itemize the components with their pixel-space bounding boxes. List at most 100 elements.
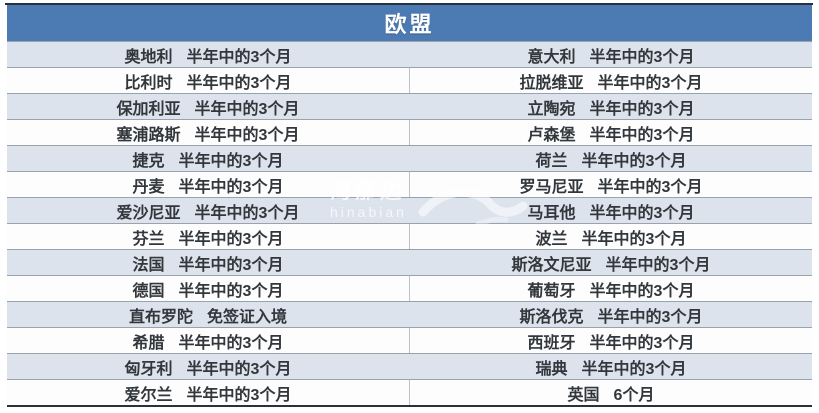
country-name: 卢森堡 xyxy=(527,126,576,144)
stay-duration: 半年中的3个月 xyxy=(186,48,292,66)
stay-duration: 免签证入境 xyxy=(207,308,288,326)
country-name: 荷兰 xyxy=(535,152,568,170)
cell-left: 法国 半年中的3个月 xyxy=(7,250,410,275)
stay-duration: 半年中的3个月 xyxy=(186,74,292,92)
table-row: 爱尔兰 半年中的3个月 英国 6个月 xyxy=(7,379,812,405)
country-name: 意大利 xyxy=(527,48,576,66)
country-name: 比利时 xyxy=(124,74,173,92)
country-name: 斯洛伐克 xyxy=(519,308,584,326)
cell-right: 罗马尼亚 半年中的3个月 xyxy=(410,172,812,197)
country-name: 爱尔兰 xyxy=(124,386,173,404)
table-row: 直布罗陀 免签证入境 斯洛伐克 半年中的3个月 xyxy=(7,301,812,327)
cell-right: 斯洛伐克 半年中的3个月 xyxy=(410,302,812,327)
stay-duration: 半年中的3个月 xyxy=(194,100,300,118)
cell-right: 波兰 半年中的3个月 xyxy=(410,224,812,249)
country-name: 德国 xyxy=(132,282,165,300)
stay-duration: 半年中的3个月 xyxy=(597,178,703,196)
stay-duration: 半年中的3个月 xyxy=(605,256,711,274)
eu-visa-table: 欧盟 奥地利 半年中的3个月 意大利 半年中的3个月 比利时 半年中的3个月 拉脱维亚 半年中… xyxy=(7,5,812,407)
table-row: 保加利亚 半年中的3个月 立陶宛 半年中的3个月 xyxy=(7,93,812,119)
cell-left: 丹麦 半年中的3个月 xyxy=(7,172,410,197)
stay-duration: 半年中的3个月 xyxy=(589,282,695,300)
country-name: 芬兰 xyxy=(132,230,165,248)
country-name: 西班牙 xyxy=(527,334,576,352)
cell-left: 捷克 半年中的3个月 xyxy=(7,146,410,171)
country-name: 英国 xyxy=(567,386,600,404)
country-name: 匈牙利 xyxy=(124,360,173,378)
cell-left: 芬兰 半年中的3个月 xyxy=(7,224,410,249)
cell-left: 奥地利 半年中的3个月 xyxy=(7,42,410,67)
stay-duration: 半年中的3个月 xyxy=(178,230,284,248)
country-name: 立陶宛 xyxy=(527,100,576,118)
cell-left: 爱沙尼亚 半年中的3个月 xyxy=(7,198,410,223)
stay-duration: 6个月 xyxy=(613,386,655,404)
cell-right: 卢森堡 半年中的3个月 xyxy=(410,120,812,145)
stay-duration: 半年中的3个月 xyxy=(186,360,292,378)
cell-left: 匈牙利 半年中的3个月 xyxy=(7,354,410,379)
stay-duration: 半年中的3个月 xyxy=(597,308,703,326)
table-row: 法国 半年中的3个月 斯洛文尼亚 半年中的3个月 xyxy=(7,249,812,275)
stay-duration: 半年中的3个月 xyxy=(194,204,300,222)
country-name: 斯洛文尼亚 xyxy=(511,256,592,274)
table-row: 希腊 半年中的3个月 西班牙 半年中的3个月 xyxy=(7,327,812,353)
table-row: 比利时 半年中的3个月 拉脱维亚 半年中的3个月 xyxy=(7,67,812,93)
stay-duration: 半年中的3个月 xyxy=(178,178,284,196)
cell-right: 斯洛文尼亚 半年中的3个月 xyxy=(410,250,812,275)
table-row: 丹麦 半年中的3个月 罗马尼亚 半年中的3个月 xyxy=(7,171,812,197)
cell-right: 荷兰 半年中的3个月 xyxy=(410,146,812,171)
table-body: 奥地利 半年中的3个月 意大利 半年中的3个月 比利时 半年中的3个月 拉脱维亚 半年中的3个… xyxy=(7,41,812,405)
cell-left: 希腊 半年中的3个月 xyxy=(7,328,410,353)
cell-left: 直布罗陀 免签证入境 xyxy=(7,302,410,327)
cell-left: 保加利亚 半年中的3个月 xyxy=(7,94,410,119)
table-row: 芬兰 半年中的3个月 波兰 半年中的3个月 xyxy=(7,223,812,249)
country-name: 马耳他 xyxy=(527,204,576,222)
country-name: 法国 xyxy=(132,256,165,274)
cell-left: 爱尔兰 半年中的3个月 xyxy=(7,380,410,405)
stay-duration: 半年中的3个月 xyxy=(597,74,703,92)
country-name: 瑞典 xyxy=(535,360,568,378)
stay-duration: 半年中的3个月 xyxy=(581,230,687,248)
stay-duration: 半年中的3个月 xyxy=(581,360,687,378)
cell-right: 拉脱维亚 半年中的3个月 xyxy=(410,68,812,93)
stay-duration: 半年中的3个月 xyxy=(589,334,695,352)
country-name: 爱沙尼亚 xyxy=(116,204,181,222)
table-title: 欧盟 xyxy=(7,5,812,41)
table-row: 捷克 半年中的3个月 荷兰 半年中的3个月 xyxy=(7,145,812,171)
stay-duration: 半年中的3个月 xyxy=(194,126,300,144)
stay-duration: 半年中的3个月 xyxy=(178,334,284,352)
country-name: 奥地利 xyxy=(124,48,173,66)
table-row: 匈牙利 半年中的3个月 瑞典 半年中的3个月 xyxy=(7,353,812,379)
cell-right: 立陶宛 半年中的3个月 xyxy=(410,94,812,119)
country-name: 塞浦路斯 xyxy=(116,126,181,144)
country-name: 希腊 xyxy=(132,334,165,352)
cell-right: 英国 6个月 xyxy=(410,380,812,405)
country-name: 拉脱维亚 xyxy=(519,74,584,92)
country-name: 波兰 xyxy=(535,230,568,248)
stay-duration: 半年中的3个月 xyxy=(178,256,284,274)
table-top-border xyxy=(5,3,813,5)
stay-duration: 半年中的3个月 xyxy=(589,126,695,144)
stay-duration: 半年中的3个月 xyxy=(589,100,695,118)
stay-duration: 半年中的3个月 xyxy=(178,152,284,170)
stay-duration: 半年中的3个月 xyxy=(589,48,695,66)
stay-duration: 半年中的3个月 xyxy=(589,204,695,222)
cell-left: 塞浦路斯 半年中的3个月 xyxy=(7,120,410,145)
cell-right: 马耳他 半年中的3个月 xyxy=(410,198,812,223)
country-name: 丹麦 xyxy=(132,178,165,196)
country-name: 罗马尼亚 xyxy=(519,178,584,196)
country-name: 保加利亚 xyxy=(116,100,181,118)
stay-duration: 半年中的3个月 xyxy=(186,386,292,404)
cell-left: 德国 半年中的3个月 xyxy=(7,276,410,301)
stay-duration: 半年中的3个月 xyxy=(178,282,284,300)
cell-right: 意大利 半年中的3个月 xyxy=(410,42,812,67)
table-row: 奥地利 半年中的3个月 意大利 半年中的3个月 xyxy=(7,41,812,67)
stay-duration: 半年中的3个月 xyxy=(581,152,687,170)
country-name: 捷克 xyxy=(132,152,165,170)
cell-right: 瑞典 半年中的3个月 xyxy=(410,354,812,379)
cell-left: 比利时 半年中的3个月 xyxy=(7,68,410,93)
country-name: 直布罗陀 xyxy=(128,308,193,326)
cell-right: 葡萄牙 半年中的3个月 xyxy=(410,276,812,301)
country-name: 葡萄牙 xyxy=(527,282,576,300)
table-row: 塞浦路斯 半年中的3个月 卢森堡 半年中的3个月 xyxy=(7,119,812,145)
